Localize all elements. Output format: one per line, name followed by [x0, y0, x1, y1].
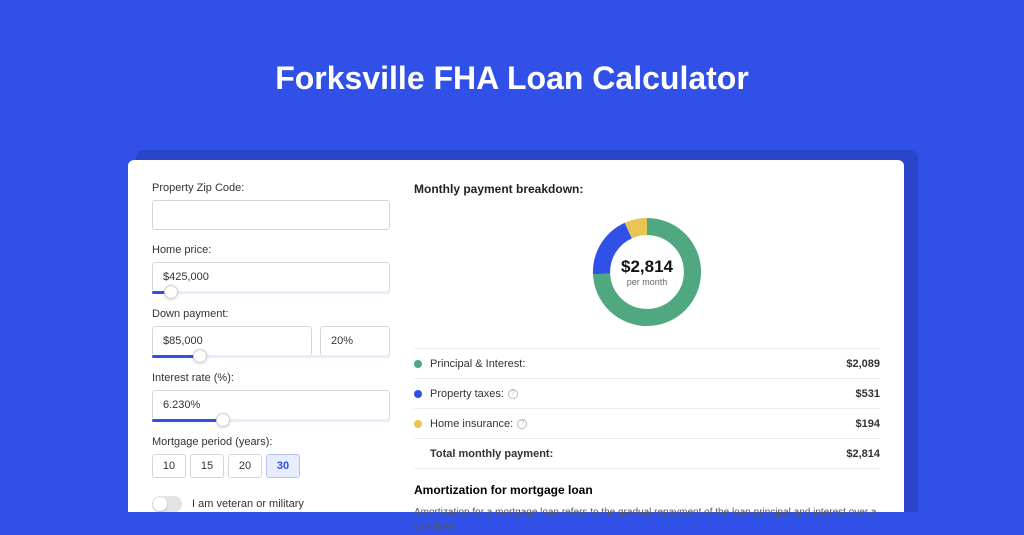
legend-dot: [414, 390, 422, 398]
rate-label: Interest rate (%):: [152, 372, 390, 384]
donut-chart-wrap: $2,814 per month: [414, 206, 880, 348]
period-label: Mortgage period (years):: [152, 436, 390, 448]
price-label: Home price:: [152, 244, 390, 256]
price-field-block: Home price:: [152, 244, 390, 294]
price-input[interactable]: [152, 262, 390, 292]
donut-chart: $2,814 per month: [587, 212, 707, 332]
page-title: Forksville FHA Loan Calculator: [0, 0, 1024, 129]
total-label: Total monthly payment:: [430, 448, 846, 460]
rate-slider[interactable]: [152, 419, 390, 422]
breakdown-row: Property taxes:?$531: [414, 379, 880, 409]
veteran-label: I am veteran or military: [192, 498, 304, 510]
breakdown-value: $2,089: [846, 358, 880, 370]
legend-dot: [414, 420, 422, 428]
breakdown-total-row: Total monthly payment:$2,814: [414, 439, 880, 469]
down-slider[interactable]: [152, 355, 390, 358]
rate-slider-thumb[interactable]: [216, 413, 230, 427]
breakdown-label: Principal & Interest:: [430, 358, 846, 370]
donut-center: $2,814 per month: [587, 212, 707, 332]
rate-input[interactable]: [152, 390, 390, 420]
calculator-card: Property Zip Code: Home price: Down paym…: [128, 160, 904, 512]
amortization-text: Amortization for a mortgage loan refers …: [414, 505, 880, 535]
period-button-15[interactable]: 15: [190, 454, 224, 478]
donut-sub: per month: [627, 277, 668, 287]
down-label: Down payment:: [152, 308, 390, 320]
zip-field-block: Property Zip Code:: [152, 182, 390, 230]
info-icon[interactable]: ?: [508, 389, 518, 399]
down-slider-thumb[interactable]: [193, 349, 207, 363]
amortization-title: Amortization for mortgage loan: [414, 483, 880, 497]
breakdown-label: Property taxes:?: [430, 388, 856, 400]
breakdown-label: Home insurance:?: [430, 418, 856, 430]
period-button-group: 10152030: [152, 454, 390, 478]
legend-dot: [414, 360, 422, 368]
veteran-toggle-knob: [153, 497, 167, 511]
info-icon[interactable]: ?: [517, 419, 527, 429]
donut-amount: $2,814: [621, 257, 673, 277]
total-value: $2,814: [846, 448, 880, 460]
period-field-block: Mortgage period (years): 10152030: [152, 436, 390, 478]
period-button-20[interactable]: 20: [228, 454, 262, 478]
down-field-block: Down payment:: [152, 308, 390, 358]
price-slider[interactable]: [152, 291, 390, 294]
rate-slider-fill: [152, 419, 223, 422]
breakdown-column: Monthly payment breakdown: $2,814 per mo…: [414, 182, 880, 512]
breakdown-value: $531: [856, 388, 880, 400]
rate-field-block: Interest rate (%):: [152, 372, 390, 422]
zip-label: Property Zip Code:: [152, 182, 390, 194]
zip-input[interactable]: [152, 200, 390, 230]
veteran-toggle-row: I am veteran or military: [152, 496, 390, 512]
down-percent-input[interactable]: [320, 326, 390, 356]
breakdown-row: Principal & Interest:$2,089: [414, 349, 880, 379]
inputs-column: Property Zip Code: Home price: Down paym…: [152, 182, 390, 512]
breakdown-value: $194: [856, 418, 880, 430]
down-amount-input[interactable]: [152, 326, 312, 356]
veteran-toggle[interactable]: [152, 496, 182, 512]
period-button-30[interactable]: 30: [266, 454, 300, 478]
breakdown-title: Monthly payment breakdown:: [414, 182, 880, 196]
breakdown-list: Principal & Interest:$2,089Property taxe…: [414, 348, 880, 469]
period-button-10[interactable]: 10: [152, 454, 186, 478]
breakdown-row: Home insurance:?$194: [414, 409, 880, 439]
price-slider-thumb[interactable]: [164, 285, 178, 299]
